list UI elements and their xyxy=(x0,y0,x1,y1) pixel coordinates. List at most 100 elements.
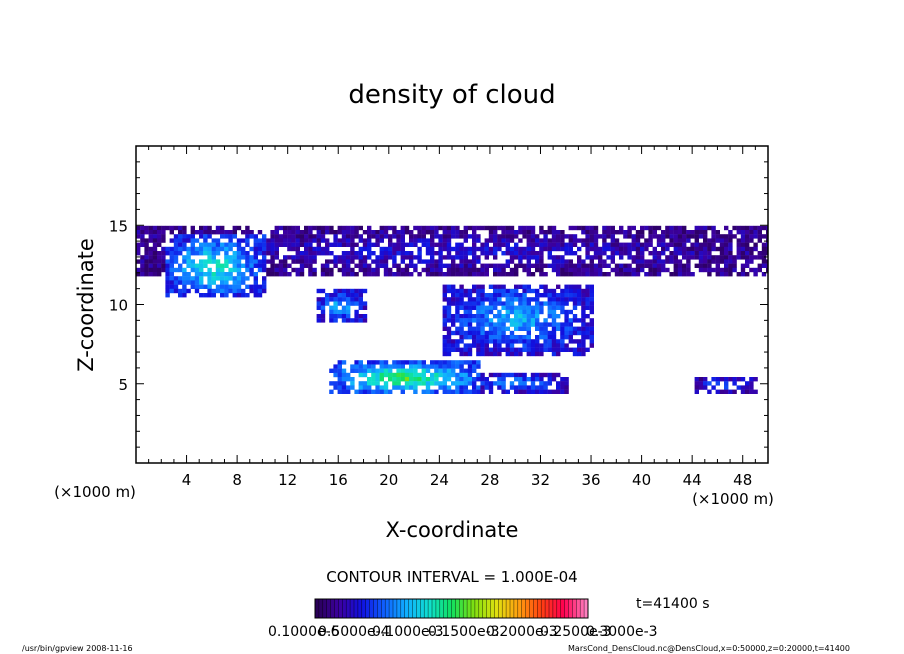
cloud-cell xyxy=(509,230,515,235)
colorbar-swatch xyxy=(350,599,355,618)
cloud-cell xyxy=(413,238,418,243)
cloud-cell xyxy=(472,301,477,306)
x-tick-label: 36 xyxy=(581,471,600,489)
cloud-cell xyxy=(203,238,208,243)
cloud-cell xyxy=(505,305,510,310)
cloud-cell xyxy=(560,272,565,277)
cloud-cell xyxy=(518,385,523,390)
cloud-cell xyxy=(388,242,393,247)
cloud-cell xyxy=(472,305,477,310)
cloud-cell xyxy=(270,259,275,264)
cloud-cell xyxy=(526,246,531,252)
cloud-cell xyxy=(543,330,548,336)
cloud-cell xyxy=(346,230,351,235)
cloud-cell xyxy=(572,301,578,306)
x-tick-label: 12 xyxy=(278,471,297,489)
cloud-cell xyxy=(745,385,750,390)
cloud-cell xyxy=(472,255,477,260)
cloud-cell xyxy=(677,251,683,256)
cloud-cell xyxy=(241,280,246,285)
cloud-cell xyxy=(337,381,342,386)
cloud-cell xyxy=(745,259,750,264)
cloud-cell xyxy=(392,246,397,252)
cloud-cell xyxy=(707,263,712,268)
cloud-cell xyxy=(493,322,498,327)
cloud-cell xyxy=(308,251,313,256)
cloud-cell xyxy=(253,288,258,294)
cloud-cell xyxy=(220,242,225,247)
cloud-cell xyxy=(169,267,174,273)
cloud-cell xyxy=(136,267,141,273)
cloud-cell xyxy=(505,339,510,344)
cloud-cell xyxy=(459,368,464,373)
cloud-cell xyxy=(178,280,183,285)
cloud-cell xyxy=(224,263,229,268)
cloud-cell xyxy=(535,255,540,260)
cloud-cell xyxy=(362,381,368,386)
cloud-cell xyxy=(526,339,531,344)
cloud-cell xyxy=(610,242,615,247)
cloud-cell xyxy=(572,314,578,319)
cloud-cell xyxy=(724,272,729,277)
cloud-cell xyxy=(711,225,716,231)
cloud-cell xyxy=(304,263,309,268)
colorbar-swatch xyxy=(576,599,581,618)
cloud-cell xyxy=(350,385,355,390)
cloud-cell xyxy=(564,330,569,336)
cloud-cell xyxy=(543,322,548,327)
cloud-cell xyxy=(480,301,485,306)
cloud-cell xyxy=(539,389,544,394)
cloud-cell xyxy=(375,272,380,277)
cloud-cell xyxy=(467,326,473,331)
cloud-cell xyxy=(442,335,447,340)
cloud-cell xyxy=(165,288,170,294)
cloud-cell xyxy=(619,251,624,256)
cloud-cell xyxy=(165,225,170,231)
cloud-cell xyxy=(245,251,250,256)
cloud-cell xyxy=(589,284,594,289)
cloud-cell xyxy=(493,263,498,268)
cloud-cell xyxy=(308,242,313,247)
cloud-cell xyxy=(761,242,767,247)
cloud-cell xyxy=(173,284,179,289)
cloud-cell xyxy=(526,251,531,256)
cloud-cell xyxy=(518,297,523,302)
cloud-cell xyxy=(203,242,208,247)
cloud-cell xyxy=(476,318,481,323)
cloud-cell xyxy=(446,246,452,252)
cloud-cell xyxy=(350,377,355,382)
cloud-cell xyxy=(635,238,641,243)
cloud-cell xyxy=(425,263,431,268)
cloud-cell xyxy=(652,259,657,264)
cloud-cell xyxy=(320,230,326,235)
cloud-cell xyxy=(484,255,489,260)
cloud-cell xyxy=(337,288,342,294)
cloud-cell xyxy=(493,284,498,289)
cloud-cell xyxy=(539,351,544,357)
cloud-cell xyxy=(194,272,200,277)
cloud-cell xyxy=(497,242,502,247)
cloud-cell xyxy=(329,272,334,277)
cloud-cell xyxy=(392,251,397,256)
cloud-cell xyxy=(274,230,279,235)
cloud-cell xyxy=(362,272,368,277)
cloud-cell xyxy=(665,255,670,260)
cloud-cell xyxy=(442,242,447,247)
cloud-cell xyxy=(526,347,531,352)
cloud-cell xyxy=(514,322,519,327)
cloud-cell xyxy=(749,381,754,386)
cloud-cell xyxy=(539,242,544,247)
cloud-cell xyxy=(438,259,443,264)
cloud-cell xyxy=(425,251,431,256)
cloud-cell xyxy=(480,326,485,331)
cloud-cell xyxy=(371,251,376,256)
cloud-cell xyxy=(392,263,397,268)
cloud-cell xyxy=(371,381,376,386)
cloud-cell xyxy=(560,347,565,352)
cloud-cell xyxy=(220,230,225,235)
cloud-cell xyxy=(396,360,401,365)
cloud-cell xyxy=(589,267,594,273)
cloud-cell xyxy=(455,301,460,306)
cloud-cell xyxy=(459,255,464,260)
cloud-cell xyxy=(144,225,149,231)
